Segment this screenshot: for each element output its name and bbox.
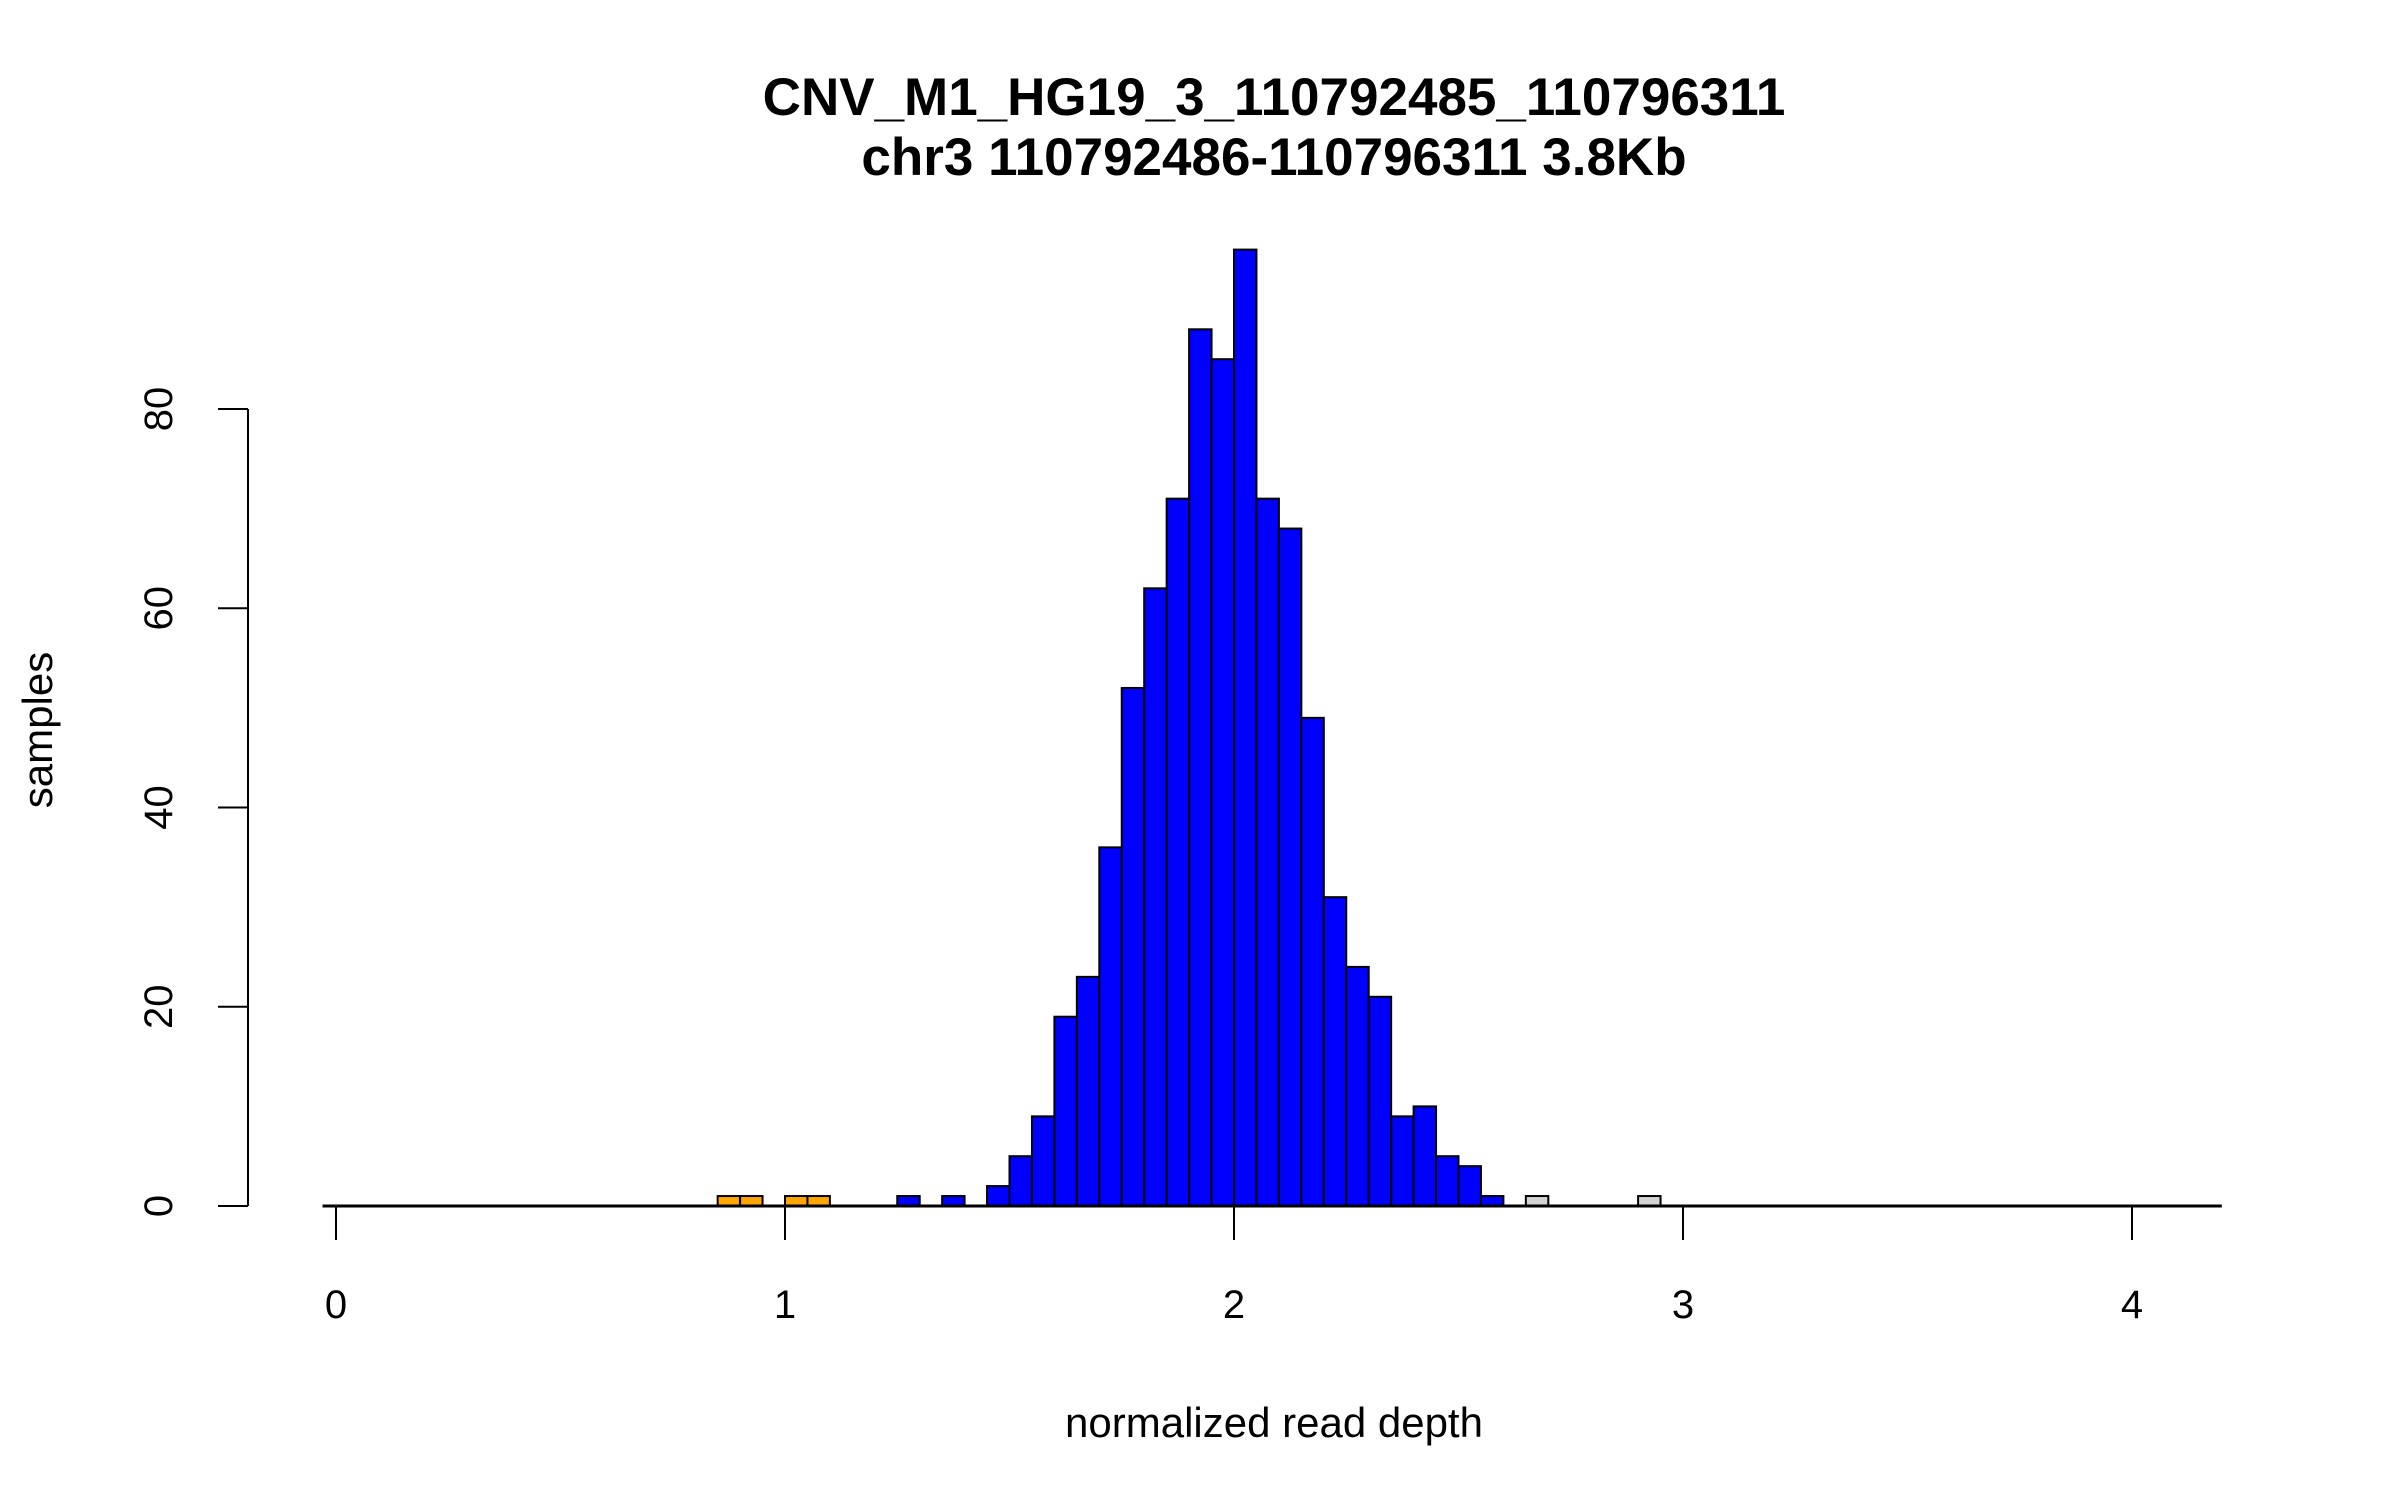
histogram-bar-normal — [1367, 995, 1393, 1207]
histogram-bar-normal — [1390, 1115, 1415, 1208]
bars-group — [716, 248, 1662, 1208]
chart-subtitle: chr3 110792486-110796311 3.8Kb — [861, 128, 1686, 187]
y-tick-label: 40 — [137, 785, 181, 830]
y-tick-label: 80 — [137, 387, 181, 432]
y-tick-label: 0 — [137, 1195, 181, 1217]
histogram-bar-normal — [1030, 1115, 1056, 1208]
x-tick-label: 2 — [1223, 1283, 1245, 1327]
histogram-bar-normal — [1322, 896, 1348, 1207]
histogram-bar-normal — [1008, 1155, 1033, 1207]
histogram-bar-normal — [1435, 1155, 1460, 1207]
histogram-bar-normal — [1053, 1015, 1078, 1208]
histogram-bar-normal — [1457, 1165, 1482, 1208]
histogram-bar-normal — [1210, 358, 1236, 1207]
histogram-bar-normal — [1255, 497, 1280, 1208]
x-axis-label: normalized read depth — [1065, 1399, 1483, 1446]
x-tick-label: 0 — [325, 1283, 347, 1327]
histogram-bar-normal — [1075, 975, 1101, 1207]
histogram-bar-normal — [1277, 527, 1303, 1207]
y-tick-label: 60 — [137, 586, 181, 631]
x-tick-label: 1 — [774, 1283, 796, 1327]
chart-title: CNV_M1_HG19_3_110792485_110796311 — [763, 68, 1786, 127]
histogram-bar-normal — [1188, 328, 1213, 1207]
y-tick-label: 20 — [137, 985, 181, 1030]
histogram-bar-normal — [1412, 1105, 1438, 1207]
histogram-bar-normal — [1120, 686, 1146, 1207]
histogram-bar-normal — [1345, 965, 1370, 1208]
histogram-bar-normal — [1143, 587, 1168, 1207]
histogram-bar-normal — [986, 1185, 1011, 1207]
histogram-bar-normal — [1165, 497, 1191, 1208]
histogram-bar-normal — [1098, 846, 1123, 1207]
histogram-bar-normal — [1300, 716, 1325, 1208]
x-tick-label: 3 — [1672, 1283, 1694, 1327]
x-tick-label: 4 — [2121, 1283, 2143, 1327]
y-axis-label: samples — [14, 652, 61, 808]
histogram-bar-normal — [1233, 248, 1258, 1208]
